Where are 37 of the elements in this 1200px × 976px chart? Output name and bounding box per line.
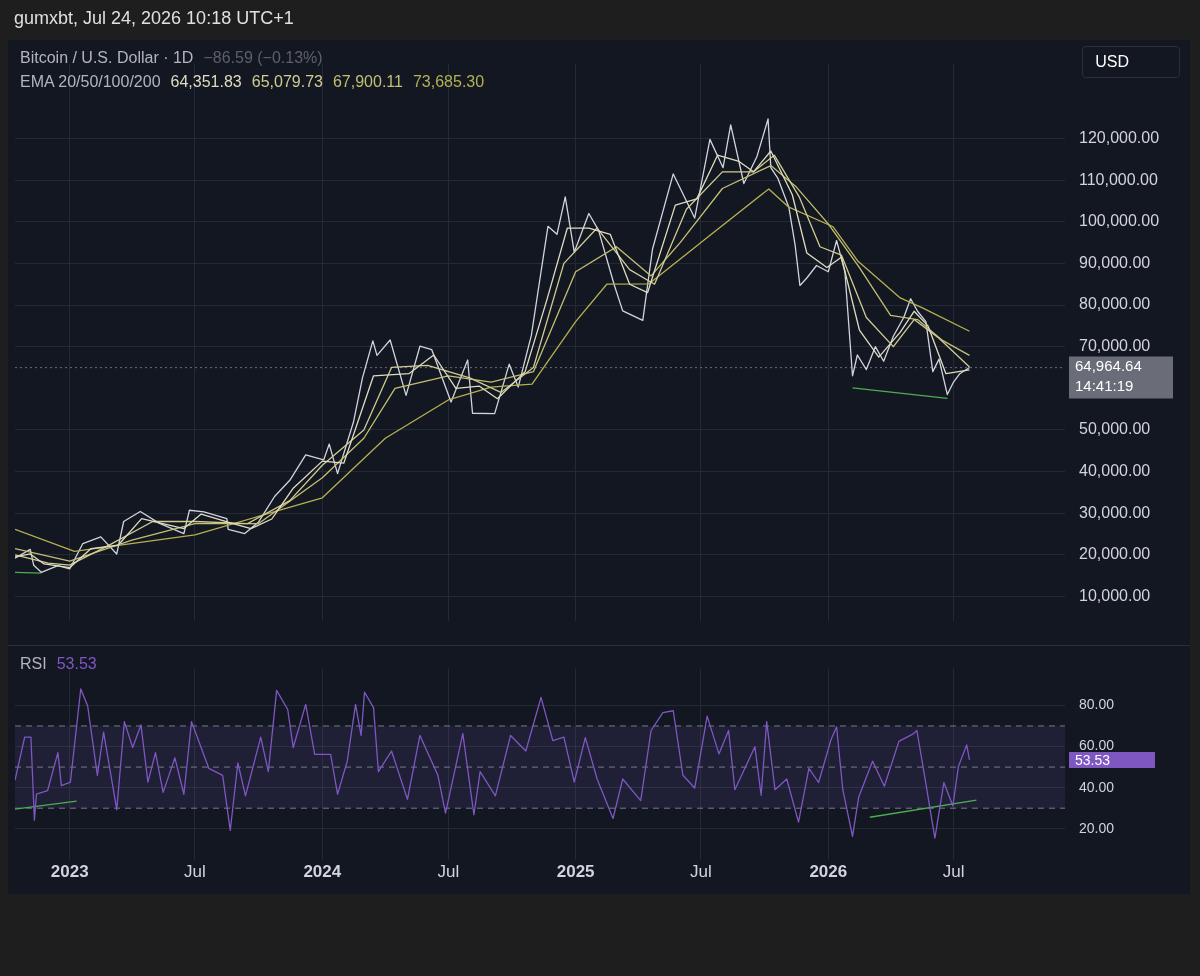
text: 65,079.73 <box>251 72 323 92</box>
x-tick-label: 2025 <box>556 862 595 882</box>
text: 73,685.30 <box>412 72 485 92</box>
x-tick-label: Jul <box>690 862 712 882</box>
y-tick-label: 40,000.00 <box>1079 461 1151 479</box>
text: USD <box>1082 46 1180 78</box>
y-tick-label: 10,000.00 <box>1079 586 1151 604</box>
text: 14:41:19 <box>1075 376 1134 396</box>
y-tick-label: 80.00 <box>1079 696 1115 713</box>
y-tick-label: 90,000.00 <box>1079 253 1151 271</box>
x-tick-label: Jul <box>184 862 206 882</box>
x-tick-label: Jul <box>942 862 965 882</box>
y-tick-label: 60.00 <box>1079 737 1115 754</box>
y-tick-label: 30,000.00 <box>1079 503 1151 521</box>
x-tick-label: 2023 <box>50 862 89 882</box>
text: 64,351.83 <box>170 72 242 92</box>
chart-title: RSI <box>20 654 47 674</box>
legend-title: EMA 20/50/100/200 <box>20 72 161 92</box>
text: 64,964.64 <box>1075 356 1142 374</box>
text: 67,900.11 <box>332 72 403 92</box>
x-tick-label: Jul <box>437 862 460 882</box>
text: gumxbt, Jul 24, 2026 10:18 UTC+1 <box>13 7 295 30</box>
chart-title: Bitcoin / U.S. Dollar · 1D <box>20 48 194 68</box>
y-tick-label: 40.00 <box>1079 778 1115 795</box>
y-tick-label: 80,000.00 <box>1079 295 1151 313</box>
y-tick-label: 20,000.00 <box>1079 545 1151 563</box>
y-tick-label: 100,000.00 <box>1079 212 1160 230</box>
series-label: 53.53 <box>56 654 97 674</box>
x-tick-label: 2024 <box>303 862 342 882</box>
x-tick-label: 2026 <box>809 862 848 882</box>
y-tick-label: 70,000.00 <box>1079 337 1151 355</box>
text: 53.53 <box>1075 751 1111 768</box>
y-tick-label: 50,000.00 <box>1079 420 1151 438</box>
y-tick-label: 120,000.00 <box>1079 128 1160 146</box>
chart-subtitle: −86.59 (−0.13%) <box>203 48 323 68</box>
y-tick-label: 110,000.00 <box>1079 170 1158 188</box>
y-tick-label: 20.00 <box>1079 819 1115 836</box>
